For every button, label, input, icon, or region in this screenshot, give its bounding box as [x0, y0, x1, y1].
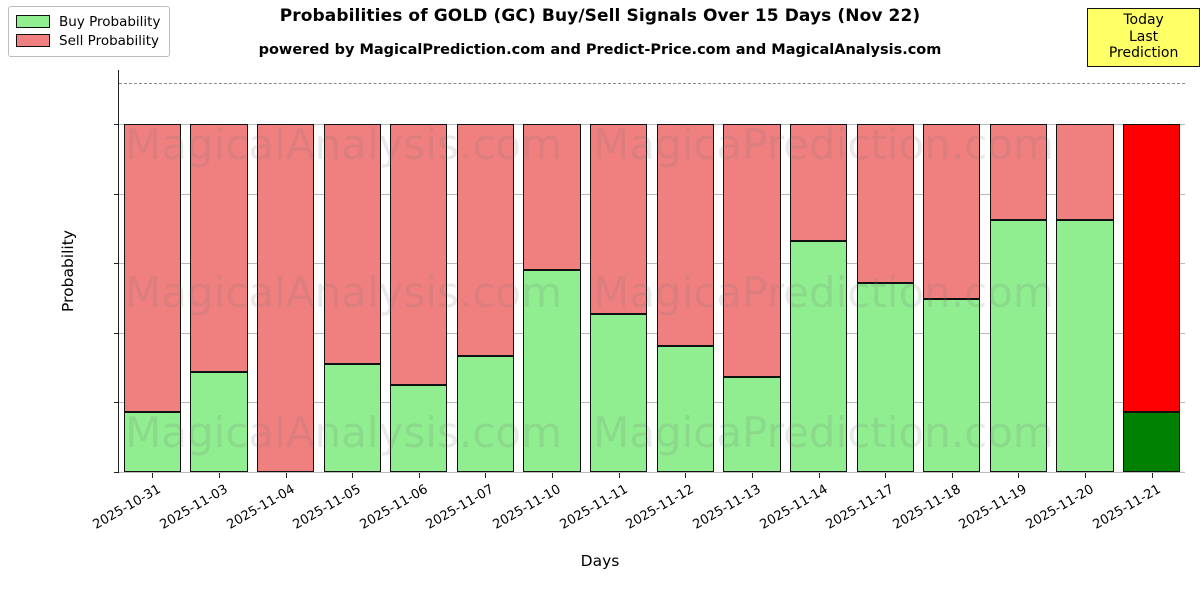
- gridline: [119, 472, 1185, 473]
- bar-group[interactable]: [123, 70, 181, 472]
- bar-segment-buy[interactable]: [923, 298, 981, 472]
- gridline: [119, 402, 1185, 404]
- y-tick-mark: [114, 332, 119, 334]
- bar-segment-sell[interactable]: [323, 124, 381, 364]
- reference-line: [119, 82, 1185, 84]
- gridline: [119, 193, 1185, 195]
- x-tick-mark: [552, 473, 554, 478]
- bar-segment-buy[interactable]: [856, 283, 914, 472]
- bar-group[interactable]: [256, 70, 315, 472]
- bar-segment-sell[interactable]: [1056, 124, 1114, 220]
- bar-segment-buy[interactable]: [456, 355, 515, 472]
- legend-item[interactable]: Buy Probability: [16, 12, 160, 31]
- bar-group[interactable]: [656, 70, 714, 472]
- bar-segment-buy[interactable]: [989, 219, 1048, 472]
- y-tick-mark: [114, 472, 119, 473]
- bar-group[interactable]: [1056, 70, 1114, 472]
- gridline: [119, 332, 1185, 334]
- bar-segment-sell[interactable]: [656, 124, 714, 347]
- x-tick-mark: [1018, 473, 1020, 478]
- bar-segment-sell[interactable]: [256, 124, 315, 472]
- bar-segment-sell[interactable]: [789, 124, 848, 242]
- x-tick-mark: [1151, 473, 1153, 478]
- bar-group[interactable]: [989, 70, 1048, 472]
- x-tick-mark: [618, 473, 620, 478]
- page-title: Probabilities of GOLD (GC) Buy/Sell Sign…: [279, 6, 921, 26]
- bar-group[interactable]: [323, 70, 381, 472]
- x-tick-mark: [885, 473, 887, 478]
- x-tick-mark: [152, 473, 154, 478]
- bar-segment-buy[interactable]: [523, 269, 581, 472]
- bar-segment-buy[interactable]: [190, 371, 248, 472]
- gridline: [119, 124, 1185, 126]
- legend: Buy Probability Sell Probability: [8, 6, 171, 57]
- bar-segment-sell[interactable]: [190, 124, 248, 372]
- bar-group[interactable]: [190, 70, 248, 472]
- legend-item[interactable]: Sell Probability: [16, 31, 160, 50]
- bar-group[interactable]: [523, 70, 581, 472]
- bar-segment-buy[interactable]: [656, 346, 714, 472]
- x-tick-mark: [751, 473, 753, 478]
- x-tick-mark: [285, 473, 287, 478]
- bar-segment-sell[interactable]: [123, 124, 181, 412]
- bar-segment-sell[interactable]: [590, 124, 648, 314]
- bar-segment-sell[interactable]: [523, 124, 581, 270]
- legend-label-buy: Buy Probability: [59, 13, 161, 30]
- bar-segment-sell[interactable]: [923, 124, 981, 299]
- bar-segment-sell[interactable]: [723, 124, 781, 378]
- x-tick-mark: [218, 473, 220, 478]
- y-tick-mark: [114, 402, 119, 404]
- bar-segment-buy[interactable]: [1123, 411, 1181, 472]
- bar-group[interactable]: [856, 70, 914, 472]
- bar-segment-buy[interactable]: [123, 411, 181, 472]
- chart-subtitle: powered by MagicalPrediction.com and Pre…: [258, 42, 942, 58]
- x-tick-mark: [485, 473, 487, 478]
- bar-segment-buy[interactable]: [789, 241, 848, 472]
- today-annotation-line1: Today: [1123, 12, 1164, 28]
- bar-group[interactable]: [723, 70, 781, 472]
- gridline: [119, 263, 1185, 265]
- x-axis-label: Days: [580, 552, 620, 570]
- x-tick-mark: [685, 473, 687, 478]
- bar-segment-sell[interactable]: [989, 124, 1048, 220]
- bar-segment-buy[interactable]: [723, 377, 781, 472]
- bar-group[interactable]: [1123, 70, 1181, 472]
- bar-segment-buy[interactable]: [323, 363, 381, 472]
- y-tick-mark: [114, 193, 119, 195]
- bar-group[interactable]: [590, 70, 648, 472]
- bar-group[interactable]: [456, 70, 515, 472]
- x-tick-mark: [951, 473, 953, 478]
- bar-segment-sell[interactable]: [1123, 124, 1181, 412]
- y-tick-mark: [114, 124, 119, 126]
- today-annotation: Today Last Prediction: [1087, 8, 1200, 67]
- bar-group[interactable]: [789, 70, 848, 472]
- today-annotation-line2: Last Prediction: [1108, 28, 1179, 62]
- bar-segment-sell[interactable]: [856, 124, 914, 284]
- x-tick-mark: [418, 473, 420, 478]
- bar-segment-buy[interactable]: [590, 313, 648, 472]
- bar-group[interactable]: [390, 70, 448, 472]
- bar-group[interactable]: [923, 70, 981, 472]
- y-axis-label: Probability: [58, 230, 77, 312]
- bar-segment-buy[interactable]: [1056, 219, 1114, 472]
- legend-swatch-sell: [16, 34, 50, 47]
- bar-segment-sell[interactable]: [390, 124, 448, 385]
- legend-label-sell: Sell Probability: [59, 32, 160, 49]
- legend-swatch-buy: [16, 15, 50, 28]
- plot-area: Probability 020406080100 MagicalAnalysis…: [59, 70, 1185, 533]
- x-tick-mark: [818, 473, 820, 478]
- bar-segment-buy[interactable]: [390, 384, 448, 472]
- x-tick-mark: [352, 473, 354, 478]
- x-tick-mark: [1085, 473, 1087, 478]
- bar-segment-sell[interactable]: [456, 124, 515, 356]
- y-tick-mark: [114, 263, 119, 265]
